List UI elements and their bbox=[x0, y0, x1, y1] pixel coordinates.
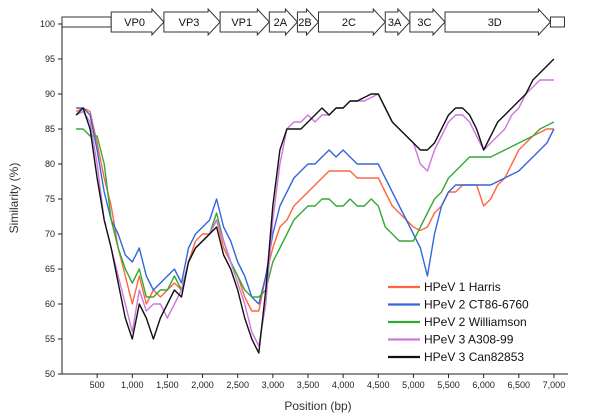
utr-segment-arrow bbox=[61, 16, 112, 28]
x-tick-label: 5,000 bbox=[402, 380, 425, 390]
axes: 50 55 60 65 70 75 80 85 90 95 100 500 1,000 1,500 2,00… bbox=[40, 19, 568, 390]
gene-2a-label: 2A bbox=[274, 17, 288, 29]
x-tick-label: 4,500 bbox=[367, 380, 390, 390]
gene-vp1-arrow bbox=[219, 7, 270, 37]
x-axis-title: Position (bp) bbox=[284, 399, 351, 413]
gene-2b-label: 2B bbox=[298, 17, 311, 29]
x-tick-label: 5,500 bbox=[437, 380, 460, 390]
y-tick-label: 70 bbox=[45, 229, 55, 239]
gene-3a-arrow bbox=[384, 7, 411, 37]
series-lines bbox=[75, 58, 555, 354]
legend-label: HPeV 2 Williamson bbox=[424, 315, 527, 329]
x-tick-label: 6,000 bbox=[472, 380, 495, 390]
y-tick-label: 80 bbox=[45, 159, 55, 169]
legend-label: HPeV 1 Harris bbox=[424, 280, 501, 294]
x-tick-label: 4,000 bbox=[332, 380, 355, 390]
series-line-3 bbox=[76, 121, 555, 298]
legend-label: HPeV 3 Can82853 bbox=[424, 350, 524, 364]
y-tick-label: 100 bbox=[40, 19, 55, 29]
gene-3c-label: 3C bbox=[417, 17, 431, 29]
x-tick-label: 500 bbox=[90, 380, 105, 390]
x-tick-label: 6,500 bbox=[508, 380, 531, 390]
y-tick-label: 60 bbox=[45, 299, 55, 309]
gene-3d-label: 3D bbox=[488, 17, 502, 29]
gene-3d-arrow bbox=[444, 7, 552, 37]
series-line-5 bbox=[75, 58, 555, 354]
gene-2c-arrow bbox=[318, 7, 386, 37]
y-tick-label: 85 bbox=[45, 124, 55, 134]
series-line-4 bbox=[75, 79, 554, 347]
genome-map: VP0 VP3 VP1 2A 2B 2C 3A 3C 3D bbox=[61, 7, 565, 37]
y-tick-label: 75 bbox=[45, 194, 55, 204]
y-tick-label: 90 bbox=[45, 89, 55, 99]
gene-vp3-label: VP3 bbox=[179, 17, 200, 29]
y-axis-title: Similarity (%) bbox=[7, 163, 21, 234]
x-tick-label: 3,500 bbox=[297, 380, 320, 390]
x-tick-label: 7,000 bbox=[543, 380, 566, 390]
gene-2c-label: 2C bbox=[342, 17, 356, 29]
gene-2b-arrow bbox=[296, 7, 320, 37]
utr-segment-arrow bbox=[549, 16, 565, 28]
y-tick-label: 50 bbox=[45, 369, 55, 379]
y-tick-label: 65 bbox=[45, 264, 55, 274]
legend-label: HPeV 2 CT86-6760 bbox=[424, 298, 529, 312]
gene-3a-label: 3A bbox=[388, 17, 402, 29]
gene-3c-arrow bbox=[409, 7, 446, 37]
gene-vp0-label: VP0 bbox=[124, 17, 145, 29]
legend: HPeV 1 Harris HPeV 2 CT86-6760 HPeV 2 Will… bbox=[388, 280, 529, 364]
gene-2a-arrow bbox=[268, 7, 299, 37]
x-tick-label: 1,500 bbox=[156, 380, 179, 390]
x-tick-label: 2,000 bbox=[191, 380, 214, 390]
y-tick-label: 95 bbox=[45, 54, 55, 64]
gene-vp0-arrow bbox=[110, 7, 165, 37]
series-line-2 bbox=[76, 107, 555, 305]
y-tick-label: 55 bbox=[45, 334, 55, 344]
gene-vp3-arrow bbox=[163, 7, 221, 37]
x-tick-label: 1,000 bbox=[121, 380, 144, 390]
x-tick-label: 2,500 bbox=[226, 380, 249, 390]
legend-label: HPeV 3 A308-99 bbox=[424, 333, 514, 347]
x-tick-label: 3,000 bbox=[262, 380, 285, 390]
gene-vp1-label: VP1 bbox=[231, 17, 252, 29]
